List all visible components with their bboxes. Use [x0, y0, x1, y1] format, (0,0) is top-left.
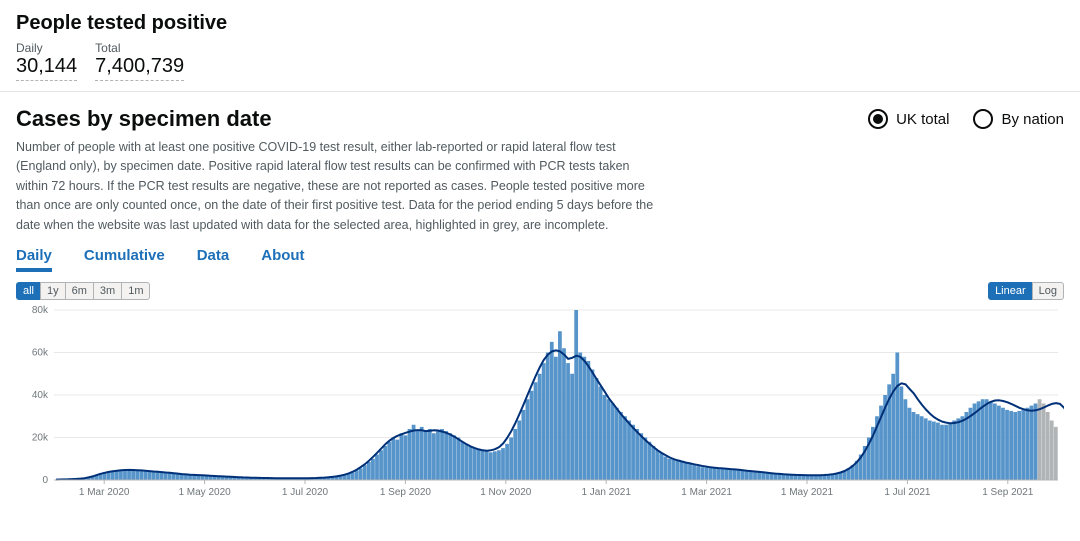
stat-daily-value: 30,144 [16, 55, 77, 81]
radio-uk-total[interactable]: UK total [868, 109, 949, 129]
radio-by-nation-label: By nation [1001, 111, 1064, 128]
range-1y-button[interactable]: 1y [40, 282, 66, 300]
svg-text:1 Sep 2021: 1 Sep 2021 [982, 487, 1034, 498]
tab-data[interactable]: Data [197, 247, 230, 272]
svg-text:1 Jul 2021: 1 Jul 2021 [884, 487, 931, 498]
svg-text:1 Sep 2020: 1 Sep 2020 [380, 487, 432, 498]
svg-text:1 Mar 2020: 1 Mar 2020 [79, 487, 130, 498]
stat-daily: Daily 30,144 [16, 41, 77, 81]
stat-total-value: 7,400,739 [95, 55, 184, 81]
svg-text:20k: 20k [32, 432, 49, 443]
panel-title: Cases by specimen date [16, 106, 272, 132]
scale-button-group: Linear Log [988, 282, 1064, 300]
chart-area: 0 20k 40k 60k 80k 1 Mar 2020 1 May 2020 1 Jul 2… [16, 304, 1064, 504]
tab-bar: Daily Cumulative Data About [16, 247, 1064, 272]
svg-text:1 Nov 2020: 1 Nov 2020 [480, 487, 532, 498]
svg-text:0: 0 [42, 475, 48, 486]
svg-text:1 May 2021: 1 May 2021 [781, 487, 834, 498]
summary-section: People tested positive Daily 30,144 Tota… [0, 0, 1080, 91]
chart-panel: Cases by specimen date UK total By natio… [0, 91, 1080, 504]
stats-row: Daily 30,144 Total 7,400,739 [16, 41, 1064, 81]
stat-total-label: Total [95, 41, 184, 55]
scope-radio-group: UK total By nation [868, 109, 1064, 129]
radio-by-nation[interactable]: By nation [973, 109, 1064, 129]
svg-text:60k: 60k [32, 347, 49, 358]
range-3m-button[interactable]: 3m [93, 282, 122, 300]
panel-description: Number of people with at least one posit… [16, 138, 656, 235]
svg-text:1 Mar 2021: 1 Mar 2021 [681, 487, 732, 498]
scale-linear-button[interactable]: Linear [988, 282, 1033, 300]
radio-uk-total-label: UK total [896, 111, 949, 128]
range-6m-button[interactable]: 6m [65, 282, 94, 300]
cases-chart: 0 20k 40k 60k 80k 1 Mar 2020 1 May 2020 1 Jul 2… [16, 304, 1064, 504]
range-1m-button[interactable]: 1m [121, 282, 150, 300]
scale-log-button[interactable]: Log [1032, 282, 1064, 300]
stat-daily-label: Daily [16, 41, 77, 55]
tab-about[interactable]: About [261, 247, 304, 272]
panel-header: Cases by specimen date UK total By natio… [16, 106, 1064, 132]
radio-dot-icon [868, 109, 888, 129]
svg-text:1 May 2020: 1 May 2020 [178, 487, 231, 498]
tab-daily[interactable]: Daily [16, 247, 52, 272]
stat-total: Total 7,400,739 [95, 41, 184, 81]
tab-cumulative[interactable]: Cumulative [84, 247, 165, 272]
svg-text:1 Jul 2020: 1 Jul 2020 [282, 487, 329, 498]
svg-text:80k: 80k [32, 305, 49, 316]
chart-controls: all 1y 6m 3m 1m Linear Log [16, 282, 1064, 300]
range-button-group: all 1y 6m 3m 1m [16, 282, 150, 300]
page-title: People tested positive [16, 12, 1064, 35]
range-all-button[interactable]: all [16, 282, 41, 300]
radio-circle-icon [973, 109, 993, 129]
svg-text:40k: 40k [32, 390, 49, 401]
svg-text:1 Jan 2021: 1 Jan 2021 [581, 487, 631, 498]
